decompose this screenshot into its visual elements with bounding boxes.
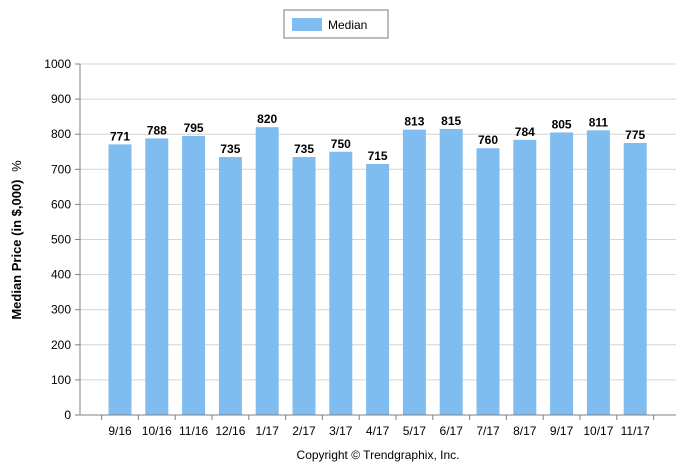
y-tick-label: 100 bbox=[51, 373, 71, 387]
bar-value-label: 715 bbox=[368, 149, 388, 163]
bars bbox=[108, 127, 647, 416]
bar bbox=[402, 129, 426, 415]
bar bbox=[145, 138, 169, 416]
bar bbox=[586, 130, 610, 416]
y-axis-title-unit: % bbox=[9, 160, 24, 172]
legend-label-median: Median bbox=[328, 18, 367, 32]
y-tick-labels: 0 100 200 300 400 500 600 700 800 900 1000 bbox=[44, 57, 71, 422]
x-tick-label: 9/16 bbox=[108, 424, 132, 438]
y-tick-label: 1000 bbox=[44, 57, 71, 71]
x-tick-label: 4/17 bbox=[366, 424, 390, 438]
bar bbox=[329, 151, 353, 415]
legend: Median bbox=[283, 9, 389, 39]
x-tick-label: 7/17 bbox=[476, 424, 500, 438]
x-tick-label: 2/17 bbox=[292, 424, 316, 438]
x-tick-label: 9/17 bbox=[550, 424, 574, 438]
y-tick-label: 0 bbox=[64, 408, 71, 422]
bar-value-label: 735 bbox=[220, 142, 240, 156]
bar-value-label: 735 bbox=[294, 142, 314, 156]
y-axis-title-text: Median Price (in $,000) bbox=[9, 180, 24, 320]
x-tick-label: 11/16 bbox=[179, 424, 208, 438]
x-tick-label: 3/17 bbox=[329, 424, 353, 438]
x-tick-label: 10/16 bbox=[142, 424, 172, 438]
bar bbox=[513, 139, 537, 416]
x-tick-label: 8/17 bbox=[513, 424, 537, 438]
x-tick-label: 1/17 bbox=[256, 424, 280, 438]
bar bbox=[182, 135, 206, 415]
y-tick-label: 700 bbox=[51, 162, 71, 176]
bar-value-label: 815 bbox=[441, 114, 461, 128]
x-tick-label: 5/17 bbox=[403, 424, 427, 438]
data-labels: 771 788 795 735 820 735 750 715 813 815 760 784 805 8… bbox=[110, 112, 646, 163]
bar-value-label: 820 bbox=[257, 112, 277, 126]
bar-value-label: 760 bbox=[478, 133, 498, 147]
bar bbox=[623, 142, 647, 415]
y-axis-title: Median Price (in $,000) % bbox=[9, 160, 24, 320]
y-tick-label: 400 bbox=[51, 268, 71, 282]
bar bbox=[476, 148, 500, 416]
bar-value-label: 775 bbox=[625, 128, 645, 142]
y-tick-label: 300 bbox=[51, 303, 71, 317]
y-tick-label: 800 bbox=[51, 127, 71, 141]
bar-value-label: 784 bbox=[515, 125, 535, 139]
bar-value-label: 795 bbox=[184, 121, 204, 135]
bar bbox=[255, 127, 279, 416]
bar-value-label: 771 bbox=[110, 129, 130, 143]
x-tick-label: 10/17 bbox=[583, 424, 613, 438]
y-tick-label: 200 bbox=[51, 338, 71, 352]
bar-value-label: 788 bbox=[147, 123, 167, 137]
y-tick-label: 500 bbox=[51, 233, 71, 247]
axes bbox=[79, 64, 676, 416]
copyright-footer: Copyright © Trendgraphix, Inc. bbox=[297, 448, 460, 462]
bar bbox=[550, 132, 574, 415]
x-tick-label: 6/17 bbox=[440, 424, 464, 438]
bar bbox=[292, 157, 316, 415]
bar bbox=[108, 144, 132, 415]
bar bbox=[439, 128, 463, 415]
bar-value-label: 750 bbox=[331, 137, 351, 151]
y-tick-label: 900 bbox=[51, 92, 71, 106]
bar-value-label: 811 bbox=[589, 115, 609, 129]
legend-swatch bbox=[292, 18, 322, 31]
y-tick-label: 600 bbox=[51, 197, 71, 211]
bar bbox=[366, 164, 390, 415]
bar-value-label: 805 bbox=[552, 117, 572, 131]
bar bbox=[218, 157, 242, 415]
bar-value-label: 813 bbox=[404, 115, 424, 129]
x-tick-labels: 9/16 10/16 11/16 12/16 1/17 2/17 3/17 4/17 5/17 6… bbox=[108, 424, 650, 438]
x-tick-label: 12/16 bbox=[215, 424, 245, 438]
x-tick-label: 11/17 bbox=[621, 424, 650, 438]
